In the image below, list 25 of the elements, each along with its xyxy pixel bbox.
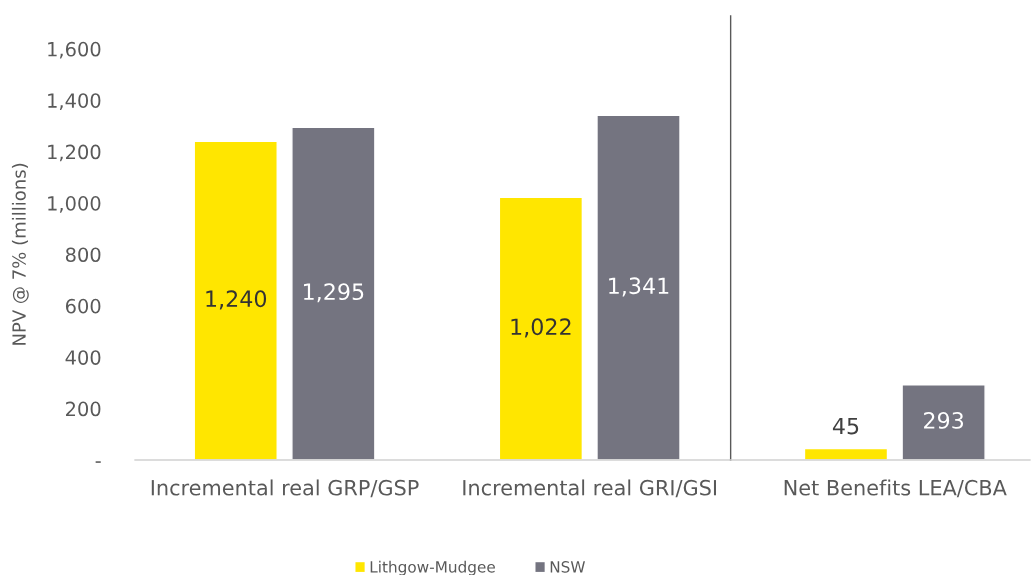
y-tick-label: 1,400 bbox=[48, 93, 101, 110]
legend-label: Lithgow-Mudgee bbox=[370, 560, 495, 575]
bar bbox=[193, 140, 278, 460]
bar bbox=[291, 126, 376, 460]
y-axis-title: NPV @ 7% (millions) bbox=[11, 163, 29, 345]
data-label: 1,022 bbox=[511, 318, 571, 338]
data-label: 45 bbox=[832, 417, 859, 435]
y-tick-label: 800 bbox=[65, 247, 101, 263]
y-tick-label: 200 bbox=[66, 401, 101, 417]
x-tick-label: Net Benefits LEA/CBA bbox=[784, 479, 1007, 498]
y-tick-label: 400 bbox=[65, 350, 101, 365]
data-label: 1,295 bbox=[304, 283, 364, 303]
y-tick-label: 600 bbox=[65, 298, 101, 314]
y-tick-label: 1,200 bbox=[48, 144, 101, 162]
x-tick-label: Incremental real GRP/GSP bbox=[151, 479, 419, 498]
y-tick-label: 1,600 bbox=[48, 41, 101, 59]
data-label: 1,240 bbox=[206, 290, 267, 310]
bar bbox=[596, 114, 681, 460]
legend-label: NSW bbox=[550, 561, 585, 573]
y-tick-label: 1,000 bbox=[48, 196, 101, 213]
data-label: 1,341 bbox=[609, 277, 669, 297]
bar bbox=[498, 196, 584, 460]
y-tick-label: - bbox=[95, 461, 101, 463]
x-tick-label: Incremental real GRI/GSI bbox=[463, 479, 717, 498]
data-label: 293 bbox=[924, 412, 964, 429]
